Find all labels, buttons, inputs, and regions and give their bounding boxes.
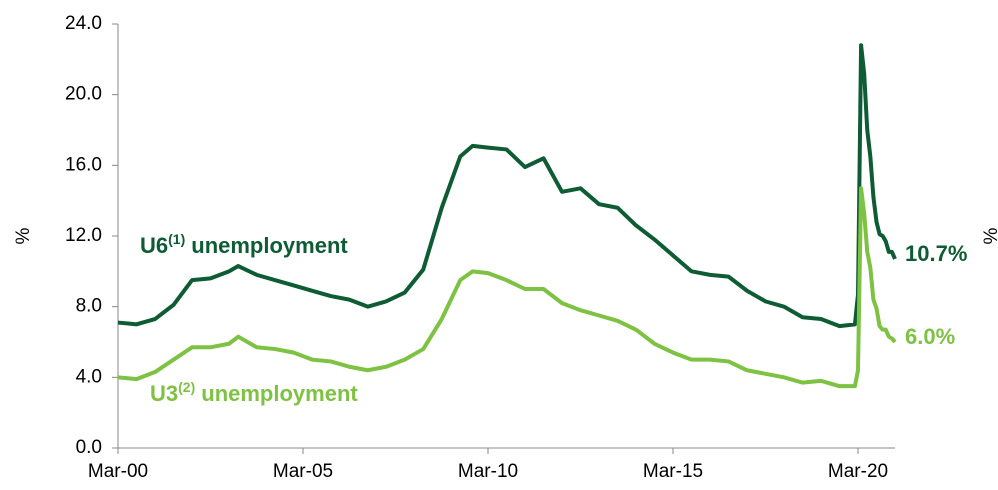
series-suffix: unemployment bbox=[201, 381, 358, 406]
series-note: (1) bbox=[168, 231, 185, 247]
series-suffix: unemployment bbox=[191, 233, 348, 258]
series-label: U3(2) unemployment bbox=[150, 379, 358, 406]
x-tick-label: Mar-00 bbox=[88, 461, 148, 482]
series-name: U6 bbox=[140, 233, 168, 258]
x-tick-label: Mar-05 bbox=[273, 461, 333, 482]
series-name: U3 bbox=[150, 381, 178, 406]
series-note: (2) bbox=[178, 379, 195, 395]
y-axis-label: % bbox=[13, 227, 34, 244]
series-line bbox=[117, 186, 897, 389]
series-label: U6(1) unemployment bbox=[140, 231, 348, 258]
end-label: 6.0% bbox=[905, 324, 955, 349]
series-line bbox=[117, 43, 897, 329]
y2-axis-label: % bbox=[981, 227, 998, 244]
y-tick-label: 8.0 bbox=[76, 296, 102, 317]
end-label: 10.7% bbox=[905, 241, 967, 266]
y-tick-label: 24.0 bbox=[65, 13, 102, 34]
y-tick-label: 0.0 bbox=[76, 437, 102, 458]
x-tick-label: Mar-20 bbox=[828, 461, 888, 482]
y-tick-label: 12.0 bbox=[65, 225, 102, 246]
y-tick-label: 20.0 bbox=[65, 84, 102, 105]
x-tick-label: Mar-15 bbox=[643, 461, 703, 482]
y-tick-label: 4.0 bbox=[76, 366, 102, 387]
y-tick-label: 16.0 bbox=[65, 154, 102, 175]
x-tick-label: Mar-10 bbox=[458, 461, 518, 482]
